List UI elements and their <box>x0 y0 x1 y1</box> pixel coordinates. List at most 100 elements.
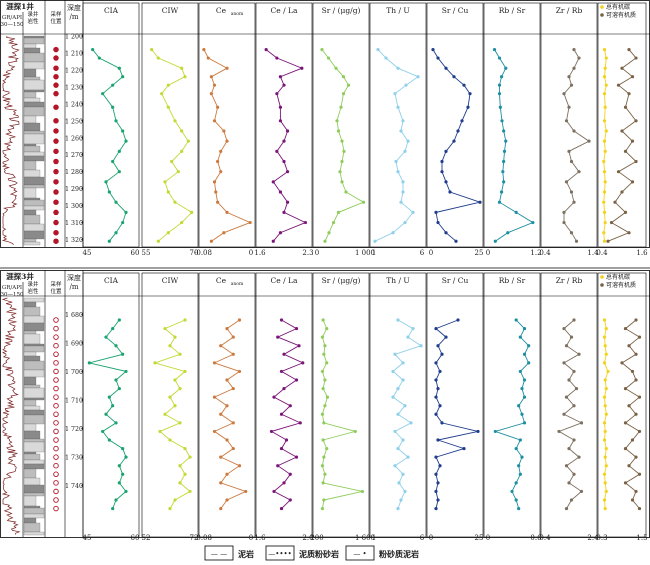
axis-tick-label: 60 <box>131 534 140 542</box>
track-title: Sr / Cu <box>442 6 469 15</box>
data-point-Th/U <box>396 318 400 322</box>
data-point-Rb/Sr <box>497 56 502 60</box>
data-point-Rb/Sr <box>520 412 524 416</box>
data-point-Rb/Sr <box>520 455 524 459</box>
data-point-Sr/(μg/g) <box>331 220 336 225</box>
data-point-Sr/(μg/g) <box>320 464 325 468</box>
data-point-CIA <box>121 220 125 225</box>
track-frame <box>198 272 256 538</box>
data-point-Rb/Sr <box>492 47 497 52</box>
data-point-Ce/La <box>282 159 286 164</box>
data-point-Ce_anom <box>216 105 220 109</box>
depth-label-1: 深度 <box>67 3 81 12</box>
panel-frame <box>0 0 650 248</box>
data-point-总有机碳 <box>602 200 606 204</box>
data-point-可溶有机质 <box>630 369 635 374</box>
lithology-bed <box>23 345 45 353</box>
sample-markers <box>53 317 59 512</box>
data-point-总有机碳 <box>602 170 607 174</box>
series-line-可溶有机质 <box>607 49 637 242</box>
data-point-总有机碳 <box>603 455 607 459</box>
data-point-可溶有机质 <box>637 335 642 339</box>
data-point-总有机碳 <box>602 92 607 96</box>
data-point-Rb/Sr <box>514 318 518 322</box>
data-point-Sr/(μg/g) <box>325 446 329 451</box>
data-point-Sr/Cu <box>476 429 480 434</box>
data-point-Sr/Cu <box>434 472 438 476</box>
data-point-Ce_anom <box>225 139 229 143</box>
lithology-bed <box>23 151 45 157</box>
data-point-Sr/Cu <box>456 129 460 133</box>
data-point-Sr/(μg/g) <box>323 404 327 408</box>
track-title: Ce <box>216 276 227 285</box>
data-point-总有机碳 <box>603 66 607 70</box>
axis-tick-label: 0.4 <box>539 249 551 257</box>
data-point-CIW <box>166 231 170 235</box>
data-point-总有机碳 <box>602 318 607 322</box>
toc-legend-label: 总有机碳 <box>606 3 630 11</box>
sample-marker <box>53 454 59 460</box>
data-point-可溶有机质 <box>634 352 638 356</box>
data-point-Sr/(μg/g) <box>338 170 342 174</box>
data-point-Sr/Cu <box>440 352 444 356</box>
axis-tick-label: 25 <box>475 249 484 257</box>
data-point-Sr/Cu <box>444 149 448 153</box>
data-point-可溶有机质 <box>623 421 628 425</box>
data-point-Zr/Rb <box>572 438 576 442</box>
sample-marker <box>53 65 59 71</box>
series-line-Rb/Sr <box>494 49 534 242</box>
lithology-bed <box>23 37 45 45</box>
data-point-CIA <box>117 170 121 174</box>
track-title: CIA <box>104 6 119 15</box>
data-point-Zr/Rb <box>562 220 566 225</box>
sample-marker <box>53 445 59 452</box>
data-point-Ce_anom <box>231 446 235 451</box>
data-point-Th/U <box>391 231 395 235</box>
track-title: CIA <box>104 276 119 285</box>
data-point-Ce/La <box>275 56 279 60</box>
lithology-bed <box>23 61 45 70</box>
data-point-Ce_anom <box>212 429 217 434</box>
depth-tick-label: 1 710 <box>65 398 83 405</box>
data-point-Ce/La <box>285 170 290 174</box>
data-point-Rb/Sr <box>522 352 527 356</box>
data-point-Zr/Rb <box>564 464 569 468</box>
data-point-Zr/Rb <box>562 361 566 365</box>
data-point-总有机碳 <box>603 149 607 153</box>
legend-swatch <box>265 545 295 561</box>
data-point-Zr/Rb <box>577 170 581 174</box>
data-point-Ce_anom <box>209 239 213 243</box>
data-point-CIA <box>124 455 128 459</box>
data-point-Sr/(μg/g) <box>336 129 341 133</box>
data-point-Rb/Sr <box>502 159 506 164</box>
lithology-bed <box>23 101 45 108</box>
data-point-Th/U <box>393 464 397 468</box>
data-point-总有机碳 <box>604 326 608 331</box>
sample-label-1: 采样 <box>50 10 62 18</box>
axis-tick-label: 0.4 <box>596 249 608 257</box>
lithology-bed <box>23 376 37 386</box>
data-point-Sr/(μg/g) <box>341 75 346 79</box>
data-point-Th/U <box>396 105 400 109</box>
data-point-CIW <box>153 361 157 365</box>
data-point-Zr/Rb <box>569 159 574 164</box>
data-point-Ce/La <box>275 92 279 96</box>
data-point-CIA <box>117 464 121 468</box>
data-point-Ce_anom <box>225 472 229 476</box>
data-point-可溶有机质 <box>627 92 631 96</box>
sample-marker <box>53 368 59 375</box>
data-point-Ce/La <box>300 66 304 70</box>
data-point-总有机碳 <box>606 369 610 374</box>
data-point-Th/U <box>396 66 400 70</box>
track-frame <box>82 272 140 538</box>
data-point-总有机碳 <box>603 404 607 408</box>
data-point-CIA <box>87 361 91 365</box>
data-point-Sr/Cu <box>454 239 458 243</box>
lithology-bed <box>23 477 41 486</box>
depth-tick-label: 1 730 <box>65 455 83 462</box>
axis-tick-label: 0 <box>429 249 433 257</box>
data-point-Ce_anom <box>209 75 213 79</box>
lithology-bed <box>23 330 37 335</box>
data-point-Zr/Rb <box>569 498 574 502</box>
data-point-Ce/La <box>276 464 280 468</box>
